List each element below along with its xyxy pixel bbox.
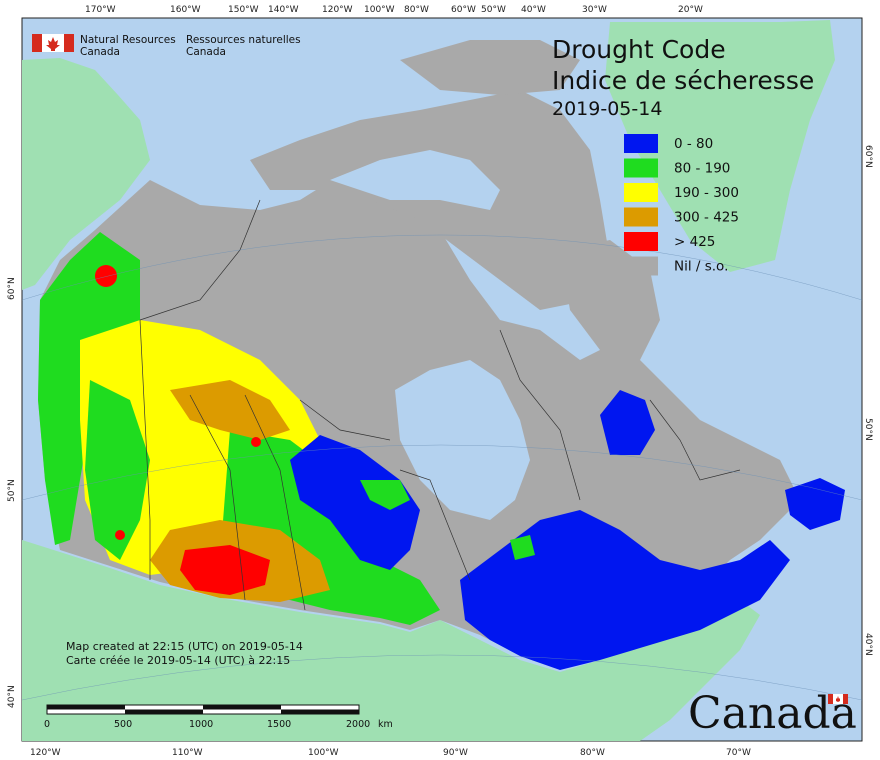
org-name-fr-2: Canada <box>186 46 226 58</box>
map-title: Drought Code <box>552 35 726 64</box>
bottom-graticule-labels: 120°W 110°W 100°W 90°W 80°W 70°W <box>30 748 751 758</box>
scale-label-1500: 1500 <box>267 719 291 730</box>
left-tick-2: 40°N <box>7 685 17 708</box>
top-tick-4: 120°W <box>322 5 353 15</box>
top-tick-0: 170°W <box>85 5 116 15</box>
zone-west-green <box>85 380 150 560</box>
bottom-tick-4: 80°W <box>580 748 605 758</box>
zone-red-south <box>180 545 270 595</box>
greenland-land <box>605 20 835 272</box>
legend-label-1: 80 - 190 <box>674 161 730 177</box>
top-tick-11: 20°W <box>678 5 703 15</box>
top-graticule-labels: 170°W 160°W 150°W 140°W 120°W 100°W 80°W… <box>85 5 703 15</box>
created-note-en: Map created at 22:15 (UTC) on 2019-05-14 <box>66 640 303 653</box>
alaska-land <box>22 58 150 290</box>
legend-label-5: Nil / s.o. <box>674 259 728 275</box>
scale-label-500: 500 <box>114 719 132 730</box>
right-tick-0: 60°N <box>863 145 873 168</box>
zone-east-blue <box>460 510 790 670</box>
left-graticule-labels: 60°N 50°N 40°N <box>7 277 17 708</box>
bottom-tick-5: 70°W <box>726 748 751 758</box>
top-tick-2: 150°W <box>228 5 259 15</box>
top-tick-9: 40°W <box>521 5 546 15</box>
map-date: 2019-05-14 <box>552 98 662 120</box>
hudson-bay <box>395 360 530 520</box>
zone-red-north <box>95 265 117 287</box>
legend: 0 - 80 80 - 190 190 - 300 300 - 425 > 425 Nil… <box>624 134 739 276</box>
legend-swatch-0 <box>624 134 658 153</box>
zone-newfoundland-blue <box>785 478 845 530</box>
legend-swatch-1 <box>624 158 658 178</box>
province-boundaries <box>139 199 741 611</box>
org-name-en-2: Canada <box>80 46 120 58</box>
scale-label-0: 0 <box>44 719 50 730</box>
bottom-tick-1: 110°W <box>172 748 203 758</box>
top-tick-8: 50°W <box>481 5 506 15</box>
canada-flag-icon <box>32 34 74 52</box>
legend-label-0: 0 - 80 <box>674 136 713 152</box>
bottom-tick-0: 120°W <box>30 748 61 758</box>
scale-bar: 0 500 1000 1500 2000 km <box>44 704 393 730</box>
legend-swatch-3 <box>624 207 658 227</box>
right-tick-1: 50°N <box>863 418 873 441</box>
zone-west-orange-north <box>170 380 290 440</box>
top-tick-7: 60°W <box>451 5 476 15</box>
zone-red-bc <box>115 530 125 540</box>
graticule-lines <box>21 234 863 701</box>
scale-label-1000: 1000 <box>189 719 213 730</box>
org-name-fr-1: Ressources naturelles <box>186 34 301 46</box>
legend-swatch-5 <box>624 256 658 276</box>
legend-swatch-4 <box>624 232 658 251</box>
org-name-en-1: Natural Resources <box>80 34 176 46</box>
top-tick-10: 30°W <box>582 5 607 15</box>
zone-red-alberta <box>251 437 261 447</box>
bottom-tick-2: 100°W <box>308 748 339 758</box>
zone-central-green <box>360 480 410 510</box>
arctic-channel <box>330 150 500 210</box>
left-tick-1: 50°N <box>7 479 17 502</box>
right-graticule-labels: 60°N 50°N 40°N <box>863 145 873 656</box>
top-tick-1: 160°W <box>170 5 201 15</box>
legend-swatch-2 <box>624 183 658 202</box>
wordmark-flag-icon <box>828 694 848 704</box>
zone-quebec-green <box>510 535 535 560</box>
left-tick-0: 60°N <box>7 277 17 300</box>
right-tick-2: 40°N <box>863 633 873 656</box>
map-subtitle: Indice de sécheresse <box>552 66 814 95</box>
zone-labrador-blue <box>600 390 655 455</box>
legend-label-4: > 425 <box>674 234 715 250</box>
created-note-fr: Carte créée le 2019-05-14 (UTC) à 22:15 <box>66 654 290 667</box>
top-tick-5: 100°W <box>364 5 395 15</box>
top-tick-6: 80°W <box>404 5 429 15</box>
legend-label-3: 300 - 425 <box>674 210 739 226</box>
usa-land <box>22 540 760 741</box>
bottom-tick-3: 90°W <box>443 748 468 758</box>
legend-label-2: 190 - 300 <box>674 185 739 201</box>
zone-central-blue <box>290 435 420 570</box>
scale-unit: km <box>378 719 393 730</box>
ellesmere-island <box>400 40 580 95</box>
scale-label-2000: 2000 <box>346 719 370 730</box>
top-tick-3: 140°W <box>268 5 299 15</box>
